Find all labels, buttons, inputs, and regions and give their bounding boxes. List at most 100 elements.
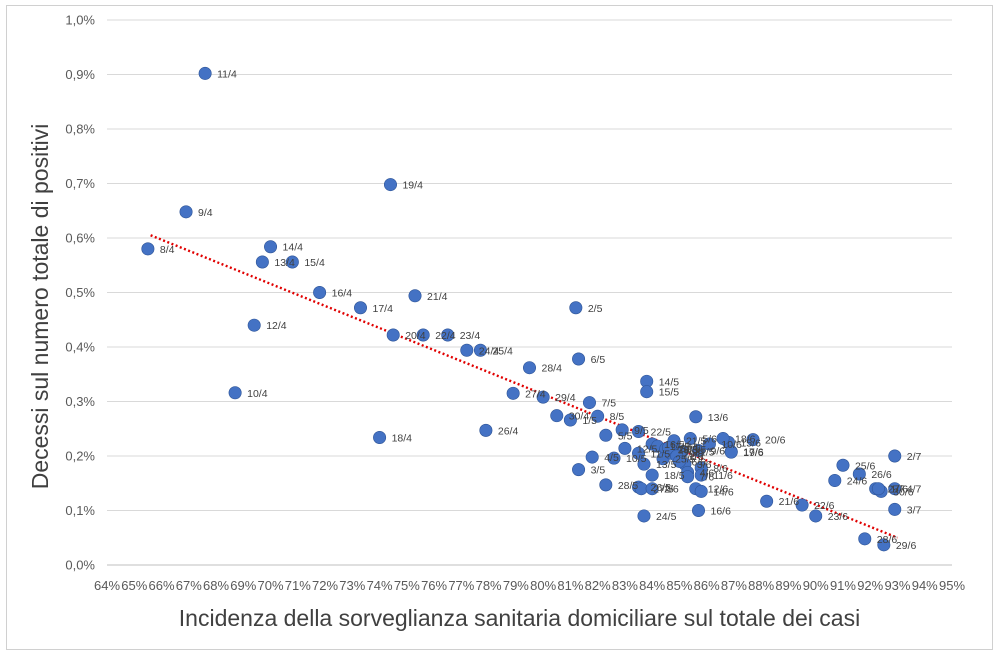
data-point <box>591 409 605 423</box>
point-label: 27/6 <box>888 484 909 496</box>
data-point <box>383 178 397 192</box>
data-point <box>373 430 387 444</box>
point-label: 19/5 <box>678 444 699 456</box>
point-label: 16/5 <box>664 439 685 451</box>
y-tick-label: 0,1% <box>65 503 95 518</box>
point-label: 3/7 <box>907 504 922 516</box>
point-label: 2/6 <box>664 484 679 496</box>
point-label: 11/6 <box>713 470 733 482</box>
point-label: 9/6 <box>711 446 726 458</box>
data-points <box>141 66 902 552</box>
point-label: 14/5 <box>659 376 680 388</box>
point-label: 18/6 <box>735 434 756 446</box>
data-point <box>536 390 550 404</box>
data-point <box>460 343 474 357</box>
point-label: 29/5 <box>683 448 704 460</box>
point-label: 10/5 <box>626 453 647 465</box>
y-axis-title: Decessi sul numero totale di positivi <box>27 124 53 490</box>
x-tick-label: 69% <box>230 578 256 593</box>
data-point <box>683 432 697 446</box>
y-axis-ticks: 0,0% 0,1% 0,2% 0,3% 0,4% 0,5% 0,6% 0,7% 0,8% 0,9%… <box>65 13 95 573</box>
data-point <box>888 449 902 463</box>
point-label: 5/5 <box>618 430 633 442</box>
y-tick-label: 0,9% <box>65 67 95 82</box>
x-tick-label: 78% <box>476 578 502 593</box>
point-label: 25/6 <box>855 460 876 472</box>
x-tick-label: 91% <box>830 578 856 593</box>
data-point <box>228 386 242 400</box>
point-label: 16/4 <box>332 288 353 300</box>
point-label: 8/4 <box>160 244 175 256</box>
data-point <box>479 423 493 437</box>
point-label: 25/4 <box>492 345 513 357</box>
point-label: 19/6 <box>743 447 764 459</box>
y-tick-label: 0,7% <box>65 176 95 191</box>
x-tick-label: 64% <box>94 578 120 593</box>
data-point <box>632 424 646 438</box>
point-label: 4/5 <box>604 452 619 464</box>
point-label: 6/6 <box>691 456 706 468</box>
point-label: 13/4 <box>274 257 295 269</box>
point-label: 24/6 <box>847 476 868 488</box>
data-point <box>640 385 654 399</box>
point-label: 26/6 <box>871 469 892 481</box>
data-point <box>522 361 536 375</box>
point-label: 27/4 <box>525 388 546 400</box>
x-tick-label: 76% <box>421 578 447 593</box>
x-tick-label: 88% <box>748 578 774 593</box>
x-axis-ticks: 64% 65% 66% 67% 68% 69% 70% 71% 72% 73% 74% 75% 76% 7… <box>94 578 965 593</box>
point-label: 22/4 <box>435 330 456 342</box>
x-tick-label: 70% <box>258 578 284 593</box>
point-label: 20/4 <box>405 330 426 342</box>
data-point <box>313 285 327 299</box>
point-label: 9/4 <box>198 207 213 219</box>
data-point <box>681 470 695 484</box>
point-label: 10/6 <box>721 439 742 451</box>
point-label: 9/5 <box>634 425 649 437</box>
point-label: 4/7 <box>907 484 922 496</box>
data-point <box>694 468 708 482</box>
data-point <box>645 468 659 482</box>
point-label: 15/6 <box>740 437 761 449</box>
x-tick-label: 87% <box>721 578 747 593</box>
point-label: 18/4 <box>392 432 413 444</box>
x-tick-label: 74% <box>367 578 393 593</box>
y-tick-label: 0,8% <box>65 122 95 137</box>
point-label: 30/5 <box>681 443 702 455</box>
point-label: 14/4 <box>283 242 304 254</box>
data-point <box>746 433 760 447</box>
data-point <box>724 445 738 459</box>
point-label: 12/6 <box>708 484 729 496</box>
x-tick-label: 66% <box>149 578 175 593</box>
y-tick-label: 1,0% <box>65 13 95 28</box>
x-tick-label: 71% <box>285 578 311 593</box>
point-label: 31/5 <box>694 447 715 459</box>
data-point <box>672 454 686 468</box>
point-label: 15/5 <box>659 387 680 399</box>
point-label: 28/6 <box>877 534 898 546</box>
point-label: 27/5 <box>653 484 674 496</box>
data-point <box>441 328 455 342</box>
point-label: 15/4 <box>304 257 325 269</box>
point-label: 24/4 <box>479 345 500 357</box>
data-point <box>828 474 842 488</box>
point-label: 7/5 <box>601 398 616 410</box>
data-point <box>645 482 659 496</box>
y-tick-label: 0,5% <box>65 285 95 300</box>
point-label: 2/7 <box>907 451 922 463</box>
data-point <box>569 301 583 315</box>
point-label: 26/5 <box>651 482 672 494</box>
point-label: 3/5 <box>591 465 606 477</box>
point-label: 11/5 <box>651 448 671 460</box>
point-label: 23/6 <box>828 511 849 523</box>
point-label: 30/4 <box>569 411 590 423</box>
data-point <box>691 503 705 517</box>
data-point <box>632 446 646 460</box>
data-point <box>285 255 299 269</box>
data-point <box>353 301 367 315</box>
point-label: 13/6 <box>708 412 729 424</box>
point-label: 18/5 <box>664 470 685 482</box>
gridlines <box>107 19 952 511</box>
data-point <box>607 451 621 465</box>
